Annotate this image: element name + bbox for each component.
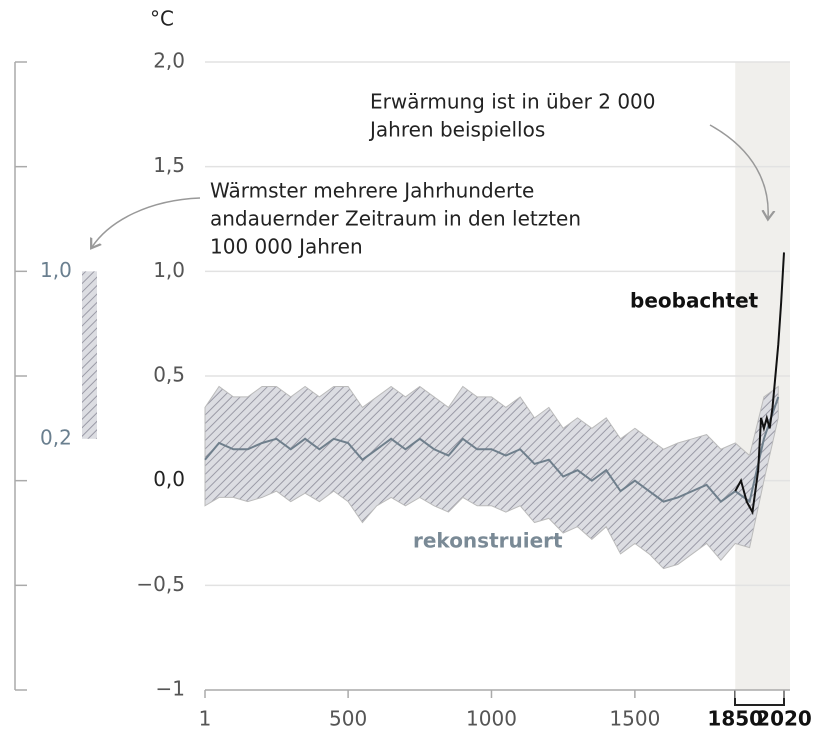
warm-period-label: 0,2	[40, 425, 72, 449]
series-label: rekonstruiert	[413, 529, 563, 553]
y-tick-label: 0,5	[153, 363, 185, 387]
annotation: andauernder Zeitraum in den letzten	[210, 207, 581, 231]
y-tick-label: 2,0	[153, 49, 185, 73]
annotation: Erwärmung ist in über 2 000	[370, 90, 656, 114]
arrow	[92, 197, 201, 247]
y-tick-label: 1,5	[153, 153, 185, 177]
y-tick-label: 1,0	[153, 258, 185, 282]
arrow	[709, 124, 768, 218]
x-tick-label: 1500	[609, 707, 660, 731]
x-tick-label: 1000	[466, 707, 517, 731]
annotation: Wärmster mehrere Jahrhunderte	[210, 179, 534, 203]
unit-label: °C	[150, 7, 174, 31]
warm-period-label: 1,0	[40, 258, 72, 282]
y-tick-label: −1	[156, 677, 185, 701]
x-tick-label: 1	[199, 707, 212, 731]
series-label: beobachtet	[630, 289, 759, 313]
y-tick-label: −0,5	[136, 572, 185, 596]
x-tick-label: 500	[329, 707, 367, 731]
x-tick-label: 1850	[707, 707, 763, 731]
bracket	[734, 690, 785, 706]
warm-period-bar	[82, 271, 97, 439]
x-tick-label: 2020	[756, 707, 812, 731]
series-line	[734, 252, 785, 516]
series-line	[204, 396, 780, 504]
y-tick-label: 0,0	[153, 467, 185, 491]
annotation: Jahren beispiellos	[368, 118, 545, 142]
uncertainty-band	[204, 385, 779, 570]
annotation: 100 000 Jahren	[210, 235, 363, 259]
